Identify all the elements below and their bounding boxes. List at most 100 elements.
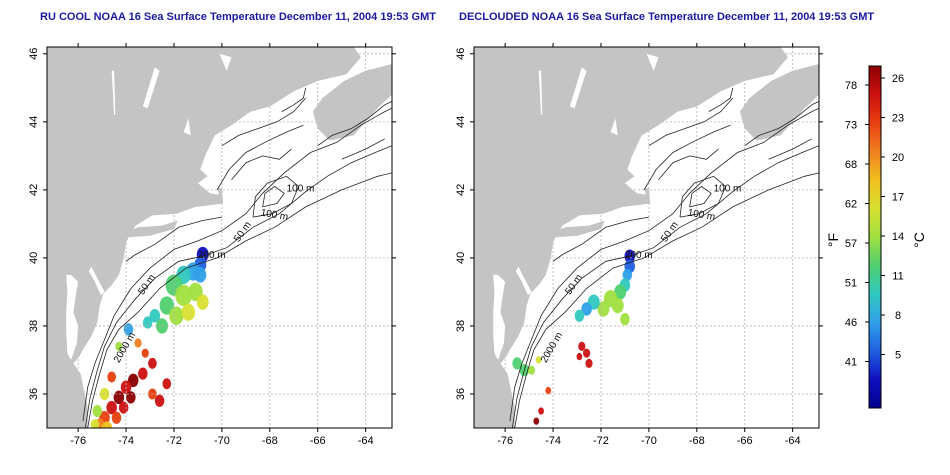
latitude-tick-label: 40 <box>455 252 467 264</box>
celsius-tick: 11 <box>892 271 903 283</box>
isobath <box>87 172 392 428</box>
sst-pixel-cluster <box>585 358 593 368</box>
land <box>47 47 392 428</box>
isobath <box>679 175 727 218</box>
celsius-tick: 17 <box>892 192 904 204</box>
latitude-tick-label: 42 <box>455 184 467 196</box>
isobath <box>341 138 385 160</box>
sst-pixel-cluster <box>175 284 192 307</box>
sst-pixel-cluster <box>545 386 552 395</box>
fahrenheit-tick: 41 <box>845 357 857 369</box>
sst-pixel-cluster <box>597 301 610 317</box>
lake <box>183 118 191 136</box>
isobath <box>643 124 731 191</box>
colorbar-gradient <box>868 65 882 409</box>
latitude-tick-label: 46 <box>455 48 467 60</box>
isobath <box>552 216 649 262</box>
contour-label: 200 m <box>625 250 653 261</box>
delaware-bay <box>515 266 532 296</box>
latitude-tick-label: 40 <box>28 252 40 264</box>
long-island <box>126 220 178 238</box>
longitude-tick-label: -68 <box>262 435 278 447</box>
sst-pixel-cluster <box>138 367 148 380</box>
sst-pixel-cluster <box>111 411 122 424</box>
isobath <box>658 148 719 180</box>
fahrenheit-tick: 78 <box>845 80 857 92</box>
map-frame <box>46 46 393 429</box>
latitude-tick-label: 44 <box>455 116 467 128</box>
cape-cod <box>636 188 651 206</box>
land <box>474 47 819 428</box>
sst-pixel-cluster <box>527 365 536 375</box>
sst-pixel-cluster <box>162 378 172 390</box>
sst-pixel-cluster <box>538 407 544 415</box>
nova-scotia <box>739 64 819 141</box>
latitude-tick-label: 38 <box>28 320 40 332</box>
sst-pixel-cluster <box>107 371 116 383</box>
sst-pixel-cluster <box>611 297 624 314</box>
delaware-bay <box>88 266 105 296</box>
longitude-tick-label: -76 <box>497 435 513 447</box>
isobath <box>252 175 300 218</box>
sst-pixel-cluster <box>576 352 583 361</box>
fahrenheit-tick: 62 <box>845 199 857 211</box>
isobath <box>689 186 712 208</box>
contour-label: 200 m <box>198 250 226 261</box>
right-map-title: DECLOUDED NOAA 16 Sea Surface Temperatur… <box>459 11 875 23</box>
sst-pixel-cluster <box>127 373 139 388</box>
celsius-tick: 23 <box>892 113 904 125</box>
isobath <box>125 216 222 262</box>
longitude-tick-label: -68 <box>689 435 705 447</box>
isobath <box>708 87 734 112</box>
isobath <box>514 172 819 428</box>
celsius-tick: 8 <box>895 310 901 322</box>
latitude-tick-label: 38 <box>455 320 467 332</box>
isobath <box>768 138 812 160</box>
mainland <box>47 47 361 428</box>
sst-pixel-cluster <box>141 348 149 358</box>
sst-pixel-cluster <box>148 357 157 369</box>
sst-pixel-cluster <box>115 341 123 351</box>
fahrenheit-tick: 68 <box>845 159 857 171</box>
longitude-tick-label: -70 <box>641 435 657 447</box>
isobath <box>648 97 734 147</box>
latitude-tick-label: 44 <box>28 116 40 128</box>
sst-pixel-cluster <box>578 341 586 351</box>
sst-pixel-cluster <box>620 313 630 326</box>
lake <box>142 67 160 109</box>
fahrenheit-tick: 51 <box>845 278 857 290</box>
celsius-tick: 5 <box>895 350 901 362</box>
sst-pixel-cluster <box>92 404 103 418</box>
isobath <box>82 107 392 422</box>
isobath <box>509 107 819 422</box>
map-frame <box>473 46 820 429</box>
lake <box>610 118 618 136</box>
isobath <box>281 87 307 112</box>
isobath <box>216 124 304 191</box>
lake <box>111 70 116 115</box>
sst-pixel-cluster <box>90 419 100 428</box>
sst-pixel-cluster <box>134 338 142 348</box>
sst-pixel-cluster <box>156 318 168 334</box>
sst-pixel-cluster <box>622 268 633 282</box>
fahrenheit-tick: 57 <box>845 238 857 250</box>
fahrenheit-unit-label: °F <box>825 233 841 247</box>
sst-pixel-cluster <box>512 357 522 370</box>
isobath <box>317 101 392 147</box>
sst-pixel-cluster <box>159 296 174 315</box>
celsius-tick: 20 <box>892 152 904 164</box>
lake <box>538 70 543 115</box>
fahrenheit-tick: 46 <box>845 317 857 329</box>
contour-label: 100 m <box>714 184 742 195</box>
latitude-tick-label: 36 <box>455 388 467 400</box>
celsius-unit-label: °C <box>911 232 927 248</box>
isobath <box>262 186 285 208</box>
mainland <box>474 47 788 428</box>
longitude-tick-label: -74 <box>545 435 561 447</box>
celsius-tick: 26 <box>892 73 904 85</box>
axis-ticks: -76 -74 -72 -70 -68 -66 -64 46 44 42 40 38 36 <box>28 43 396 447</box>
lake <box>219 53 232 71</box>
